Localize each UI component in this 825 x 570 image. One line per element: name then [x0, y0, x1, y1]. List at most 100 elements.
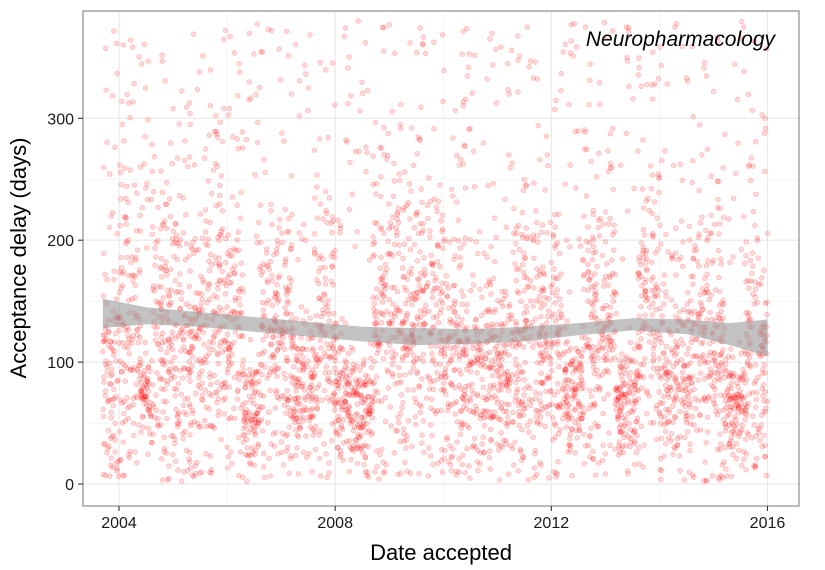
data-point [516, 53, 523, 59]
data-point [206, 132, 213, 139]
data-point [467, 236, 474, 243]
data-point [300, 362, 307, 368]
data-point [172, 220, 179, 227]
data-point [323, 451, 329, 457]
data-point [240, 418, 247, 424]
data-point [338, 406, 345, 413]
data-point [613, 310, 619, 317]
data-point [255, 417, 262, 424]
data-point [304, 363, 311, 370]
data-point [360, 399, 367, 406]
data-point [588, 393, 595, 400]
data-point [345, 412, 351, 418]
data-point [372, 191, 379, 197]
data-point [330, 250, 336, 257]
data-point [515, 290, 522, 297]
data-point [346, 378, 353, 385]
data-point [293, 399, 299, 406]
data-point [577, 374, 584, 381]
data-point [355, 422, 361, 429]
data-point [314, 405, 320, 411]
data-point [602, 209, 609, 215]
data-point [483, 350, 490, 357]
data-point [691, 308, 697, 315]
data-point [137, 359, 144, 366]
data-point [163, 201, 169, 208]
data-point [203, 218, 209, 224]
data-point [130, 332, 137, 339]
data-point [631, 438, 638, 445]
data-point [619, 256, 626, 262]
data-point [410, 387, 417, 393]
data-point [166, 369, 172, 376]
data-point [365, 393, 371, 400]
data-point [390, 356, 397, 363]
data-point [296, 113, 303, 119]
data-point [389, 301, 396, 308]
data-point [618, 392, 625, 398]
data-point [354, 445, 360, 452]
data-point [382, 286, 389, 292]
data-point [212, 389, 219, 396]
data-point [641, 232, 648, 238]
data-point [163, 399, 169, 405]
data-point [420, 417, 427, 424]
data-point [574, 434, 581, 441]
data-point [115, 458, 121, 465]
data-point [732, 170, 739, 177]
data-point [593, 291, 599, 298]
data-point [237, 69, 243, 75]
data-point [394, 209, 401, 216]
data-point [274, 339, 281, 346]
data-point [595, 355, 601, 361]
data-point [433, 301, 440, 308]
data-point [275, 365, 282, 372]
data-point [300, 346, 306, 352]
data-point [258, 239, 264, 246]
data-point [208, 392, 215, 399]
data-point [270, 354, 277, 361]
data-point [641, 356, 648, 362]
data-point [733, 455, 740, 462]
data-point [326, 378, 333, 385]
data-point [525, 476, 532, 483]
data-point [370, 393, 377, 399]
data-point [431, 196, 438, 202]
data-point [126, 451, 132, 458]
data-point [123, 240, 129, 247]
data-point [260, 307, 267, 314]
data-point [106, 328, 112, 335]
data-point [242, 380, 249, 386]
data-point [416, 470, 422, 477]
data-point [291, 413, 298, 419]
data-point [717, 431, 723, 437]
data-point [497, 379, 504, 385]
data-point [655, 246, 661, 252]
data-point [618, 364, 625, 371]
data-point [755, 255, 761, 261]
data-point [744, 411, 750, 418]
data-point [143, 350, 149, 356]
data-point [542, 187, 548, 193]
data-point [189, 246, 196, 253]
data-point [246, 79, 252, 85]
data-point [190, 239, 196, 246]
data-point [309, 468, 315, 475]
data-point [548, 367, 555, 374]
data-point [275, 241, 281, 248]
data-point [516, 408, 522, 415]
data-point [738, 18, 745, 25]
data-point [141, 41, 148, 48]
data-point [113, 357, 119, 364]
data-point [274, 346, 281, 353]
data-point [349, 392, 356, 399]
data-point [425, 473, 432, 479]
data-point [533, 208, 539, 214]
data-point [285, 397, 292, 404]
data-point [407, 292, 414, 298]
data-point [712, 370, 718, 376]
data-point [353, 437, 360, 443]
data-point [609, 231, 616, 238]
data-point [197, 273, 204, 280]
data-point [363, 407, 369, 413]
